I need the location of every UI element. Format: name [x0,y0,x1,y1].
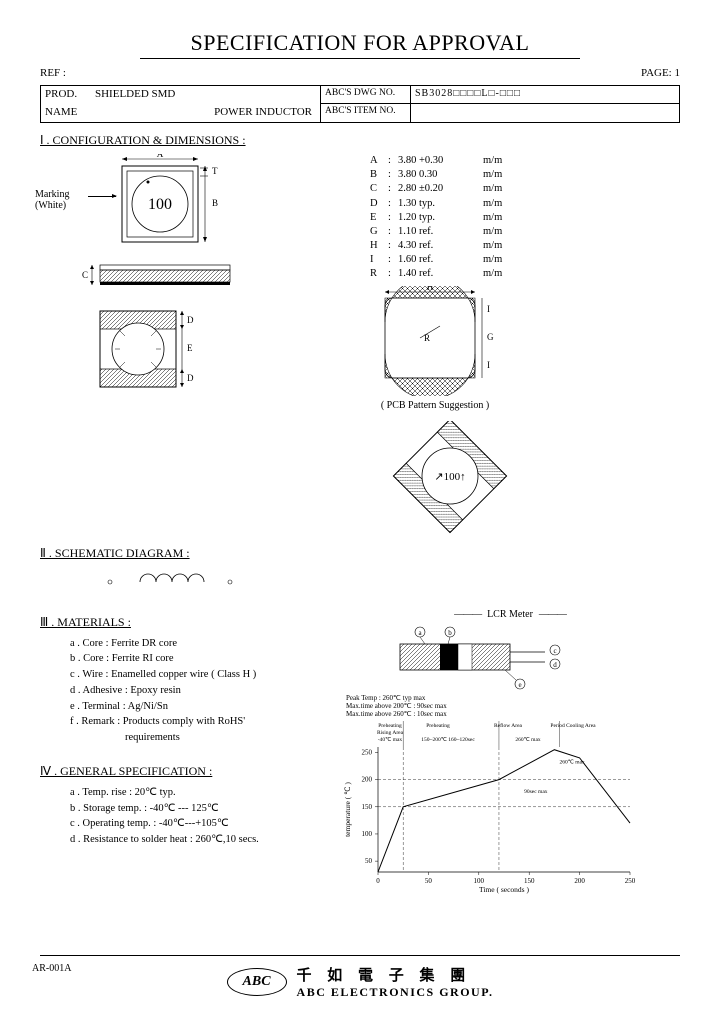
svg-text:50: 50 [365,857,373,865]
svg-text:D: D [187,315,194,325]
item-label: ABC'S ITEM NO. [321,104,411,122]
svg-text:G: G [487,332,494,342]
svg-text:a: a [418,629,422,637]
svg-text:R: R [424,333,430,343]
svg-text:250: 250 [625,877,636,885]
section-1-head: Ⅰ . CONFIGURATION & DIMENSIONS : [40,133,680,148]
page-title: SPECIFICATION FOR APPROVAL [40,30,680,56]
ref-label: REF : [40,67,66,79]
svg-text:150~200℃ 160~120sec: 150~200℃ 160~120sec [421,737,475,743]
lcr-diagram: a b c d e [340,624,580,694]
svg-text:Period Cooling Area: Period Cooling Area [550,723,596,729]
section-4-head: Ⅳ . GENERAL SPECIFICATION : [40,764,340,779]
svg-text:A: A [157,154,164,159]
svg-text:200: 200 [574,877,585,885]
side-view-diagram: C [70,255,270,293]
company-logo: ABC [227,968,287,996]
company-name-chinese: 千 如 電 子 集 團 [297,964,494,985]
svg-text:0: 0 [376,877,380,885]
name-value: POWER INDUCTOR [91,104,320,122]
svg-text:temperature ( ℃ ): temperature ( ℃ ) [343,781,352,836]
title-rule [140,58,580,59]
lcr-meter-label: LCR Meter [340,609,680,620]
svg-text:150: 150 [362,803,373,811]
svg-text:Preheating: Preheating [378,723,402,729]
svg-text:b: b [448,629,452,637]
svg-text:200: 200 [362,775,373,783]
section-2-head: Ⅱ . SCHEMATIC DIAGRAM : [40,546,680,561]
svg-text:90sec max: 90sec max [524,789,548,795]
svg-text:E: E [187,343,193,353]
svg-text:Time ( seconds ): Time ( seconds ) [479,885,529,894]
pcb-pattern-diagram: H R I G I [360,286,530,396]
footer: ABC 千 如 電 子 集 團 ABC ELECTRONICS GROUP. [40,951,680,1000]
dimensions-table: A:3.80 +0.30m/m B:3.80 0.30m/m C:2.80 ±0… [370,154,680,282]
prod-value: SHIELDED SMD [91,86,320,104]
reflow-chart: PreheatingRising AreaPreheatingReflow Ar… [340,719,640,894]
svg-text:100: 100 [148,196,172,213]
svg-text:Rising Area: Rising Area [377,730,404,736]
svg-text:260℃ max: 260℃ max [559,759,585,765]
svg-text:260℃ max: 260℃ max [515,737,541,743]
bottom-view-diagram: D E D [90,301,260,396]
svg-text:D: D [187,373,194,383]
pcb-note: ( PCB Pattern Suggestion ) [350,400,520,411]
prod-label: PROD. [41,86,91,104]
svg-text:100: 100 [474,877,485,885]
svg-text:100: 100 [362,830,373,838]
dwg-label: ABC'S DWG NO. [321,86,411,103]
svg-text:B: B [212,198,218,208]
page-number: PAGE: 1 [641,67,680,79]
svg-text:c: c [553,647,556,655]
svg-text:I: I [487,360,490,370]
svg-text:d: d [553,661,557,669]
header-table: PROD. SHIELDED SMD NAME POWER INDUCTOR A… [40,85,680,123]
svg-text:250: 250 [362,748,373,756]
name-label: NAME [41,104,91,122]
item-value [411,104,679,122]
materials-list: a . Core : Ferrite DR core b . Core : Fe… [40,636,340,746]
reel-diagram: ↗100↑ [375,421,525,536]
svg-text:C: C [82,270,88,280]
svg-text:e: e [518,681,521,689]
schematic-diagram [90,567,270,597]
svg-text:Reflow Area: Reflow Area [494,722,523,729]
dwg-value: SB3028□□□□L□-□□□ [411,86,679,103]
section-3-head: Ⅲ . MATERIALS : [40,615,340,630]
general-spec-list: a . Temp. rise : 20℃ typ. b . Storage te… [40,785,340,848]
company-name-english: ABC ELECTRONICS GROUP. [297,985,494,1000]
top-view-diagram: Marking(White) A 100 B T [100,154,330,249]
svg-text:↗100↑: ↗100↑ [434,471,465,483]
svg-text:Preheating: Preheating [426,723,450,729]
reflow-notes: Peak Temp : 260℃ typ max Max.time above … [346,694,680,719]
svg-text:T: T [212,166,218,176]
svg-text:150: 150 [524,877,535,885]
svg-text:I: I [487,304,490,314]
svg-text:50: 50 [425,877,433,885]
svg-text:-40℃ max: -40℃ max [378,737,403,743]
